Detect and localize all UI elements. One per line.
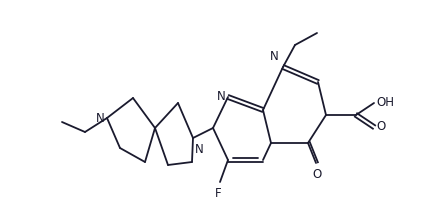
Text: F: F: [215, 187, 221, 200]
Text: OH: OH: [376, 97, 394, 110]
Text: N: N: [270, 50, 279, 63]
Text: N: N: [96, 111, 105, 124]
Text: N: N: [195, 143, 204, 156]
Text: O: O: [313, 168, 321, 181]
Text: N: N: [217, 90, 226, 102]
Text: O: O: [376, 120, 385, 134]
